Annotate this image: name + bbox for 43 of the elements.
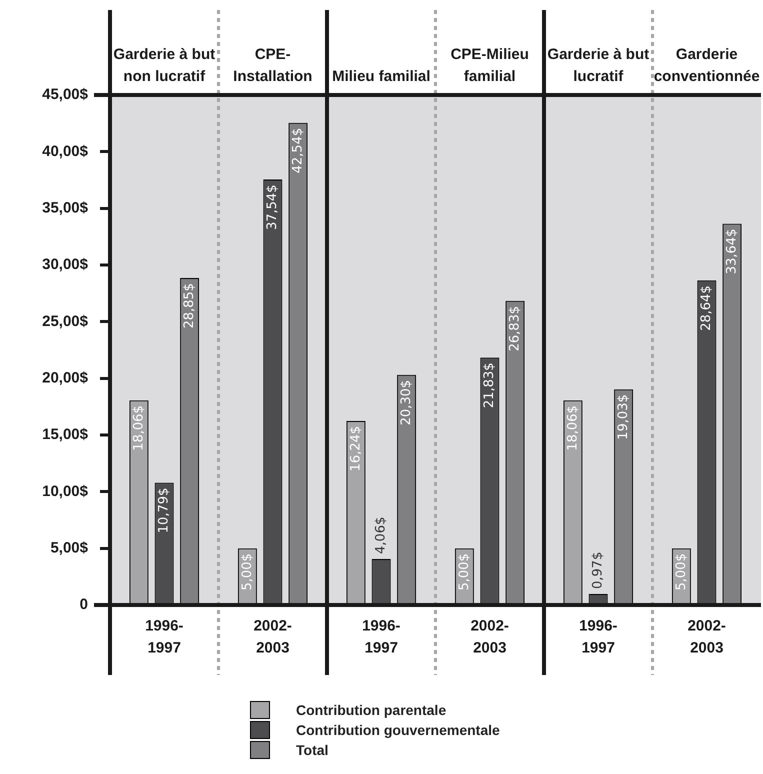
text: 2002-2003 xyxy=(688,618,726,657)
data-label: 20,30$ xyxy=(398,380,414,426)
y-tick-label: 45,00$ xyxy=(42,86,89,104)
y-tick-label: 35,00$ xyxy=(42,199,89,216)
y-tick-label: 15,00$ xyxy=(42,426,89,444)
data-label: 42,54$ xyxy=(290,128,306,174)
y-tick-label: 40,00$ xyxy=(42,142,89,160)
x-tick-label: Garderie à but lucratif xyxy=(547,46,650,85)
legend-label: Total xyxy=(296,742,328,758)
x-tick-label: Garderie à but non lucratif xyxy=(113,46,216,85)
data-label: 37,54$ xyxy=(265,184,280,230)
data-label: 18,06$ xyxy=(565,405,580,451)
data-label: 0,97$ xyxy=(590,552,606,590)
text: 1996-1997 xyxy=(362,618,400,657)
data-label: 28,64$ xyxy=(699,285,714,331)
data-label: 10,79$ xyxy=(156,488,172,534)
text: 2002-2003 xyxy=(254,618,292,657)
x-tick-label: CPE-Installation xyxy=(233,46,312,85)
data-label: 26,83$ xyxy=(507,306,522,352)
y-tick-label: 0 xyxy=(80,596,88,614)
data-label: 5,00$ xyxy=(456,553,472,591)
y-tick-label: 30,00$ xyxy=(42,256,89,274)
data-label: 28,85$ xyxy=(182,283,197,329)
text: 1996-1997 xyxy=(579,618,618,657)
data-label: 4,06$ xyxy=(374,516,389,554)
legend-label: Contribution gouvernementale xyxy=(296,722,500,738)
data-label: 19,03$ xyxy=(616,394,631,440)
y-tick-label: 25,00$ xyxy=(42,312,89,330)
data-label: 21,83$ xyxy=(482,362,498,408)
y-tick-label: 5,00$ xyxy=(50,539,89,556)
text: 2002-2003 xyxy=(470,618,509,657)
data-label: 18,06$ xyxy=(131,405,146,451)
data-label: 16,24$ xyxy=(348,426,364,472)
x-tick-label: CPE-Milieu familial xyxy=(450,46,529,85)
data-label: 33,64$ xyxy=(724,228,740,274)
legend-label: Contribution parentale xyxy=(296,702,446,718)
data-label: 5,00$ xyxy=(240,553,255,591)
y-tick-label: 10,00$ xyxy=(42,482,89,500)
y-tick-label: 20,00$ xyxy=(42,369,89,386)
x-tick-label: Milieu familial xyxy=(332,68,430,85)
data-label: 5,00$ xyxy=(674,553,689,591)
x-tick-label: Garderie conventionnée xyxy=(654,46,760,85)
text: 1996-1997 xyxy=(145,618,184,657)
